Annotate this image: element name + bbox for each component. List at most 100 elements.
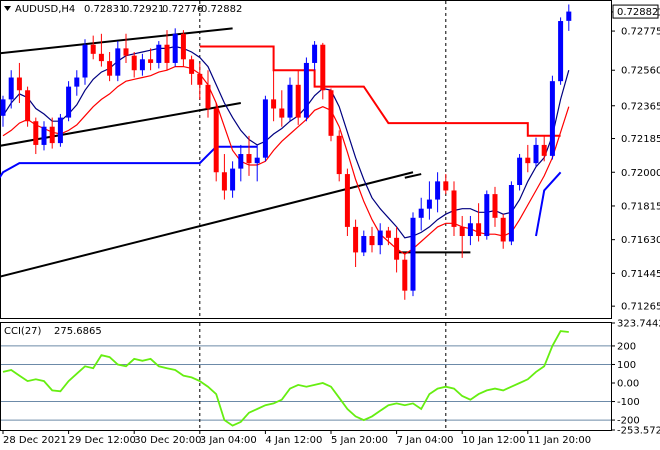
candle-body-33 <box>271 99 277 109</box>
price-tick-label-1: 0.72775 <box>621 27 660 38</box>
candle-body-40 <box>328 90 334 136</box>
candle-body-61 <box>500 217 506 242</box>
cci-header-name: CCI(27) <box>4 326 42 337</box>
candle-body-67 <box>549 81 555 156</box>
candle-43 <box>353 219 359 267</box>
candle-body-32 <box>262 99 268 158</box>
candle-body-49 <box>402 259 408 291</box>
price-tick-label-9: 0.71265 <box>621 302 660 313</box>
candle-body-53 <box>435 181 441 200</box>
candle-68 <box>558 17 564 85</box>
support-line-left <box>0 145 258 179</box>
chart-header-symbol: AUDUSD,H4 <box>15 4 75 15</box>
candle-59 <box>484 190 490 240</box>
candle-body-6 <box>49 126 55 144</box>
candle-27 <box>221 154 227 200</box>
candle-23 <box>189 55 195 85</box>
candle-body-17 <box>139 59 145 71</box>
time-tick-label-2: 30 Dec 20:00 <box>134 435 201 446</box>
candle-body-16 <box>131 55 137 71</box>
candle-body-19 <box>156 44 162 63</box>
candle-body-29 <box>238 154 244 169</box>
candle-body-50 <box>410 217 416 291</box>
candle-body-59 <box>484 194 490 237</box>
candle-body-8 <box>66 86 72 118</box>
candle-body-15 <box>123 48 129 56</box>
candle-body-26 <box>213 108 219 173</box>
candle-65 <box>533 137 539 167</box>
candle-62 <box>508 181 514 246</box>
candle-57 <box>467 215 473 246</box>
candle-body-10 <box>82 44 88 78</box>
candle-55 <box>451 181 457 237</box>
stop-line-path <box>199 45 561 137</box>
candle-body-62 <box>508 185 514 242</box>
candle-5 <box>41 121 47 151</box>
trend-line-2 <box>0 171 414 278</box>
time-tick-label-8: 11 Jan 20:00 <box>528 435 591 446</box>
candle-18 <box>148 48 154 71</box>
candle-body-23 <box>189 59 195 74</box>
candle-body-2 <box>16 77 22 91</box>
current-price-label: 0.72882 <box>617 7 658 18</box>
candle-51 <box>418 197 424 231</box>
candle-22 <box>180 30 186 67</box>
cci-level-lines <box>1 345 611 421</box>
moving-averages <box>2 45 570 255</box>
cci-panel: CCI(27) 275.6865 <box>0 322 612 431</box>
candle-41 <box>336 130 342 182</box>
candle-45 <box>369 226 375 253</box>
candle-13 <box>107 52 113 82</box>
header-triangle-icon[interactable] <box>4 6 11 11</box>
candle-body-52 <box>426 199 432 209</box>
candle-63 <box>517 154 523 191</box>
candle-body-1 <box>8 77 14 100</box>
time-tick-label-6: 7 Jan 04:00 <box>397 435 454 446</box>
candle-body-58 <box>476 223 482 237</box>
candle-body-13 <box>107 61 113 76</box>
cci-tick-label-1: 200 <box>617 341 636 352</box>
price-tick-label-8: 0.71445 <box>621 269 660 280</box>
candle-body-18 <box>148 59 154 63</box>
cci-tick-label-3: 0.00 <box>617 379 639 390</box>
candle-body-48 <box>394 237 400 260</box>
candle-12 <box>98 33 104 67</box>
candle-body-3 <box>25 90 31 122</box>
candle-49 <box>402 252 408 300</box>
candle-21 <box>172 28 178 67</box>
candle-body-9 <box>74 77 80 87</box>
candle-53 <box>435 172 441 213</box>
time-tick-label-4: 4 Jan 12:00 <box>265 435 322 446</box>
candle-33 <box>271 62 277 122</box>
time-tick-label-7: 10 Jan 12:00 <box>462 435 525 446</box>
candle-50 <box>410 212 416 297</box>
candle-11 <box>90 35 96 60</box>
candle-body-20 <box>164 44 170 63</box>
cci-plot-border <box>0 322 612 431</box>
candle-body-25 <box>205 84 211 109</box>
candle-body-68 <box>558 21 564 82</box>
candle-body-11 <box>90 44 96 54</box>
candle-body-4 <box>33 121 39 145</box>
cci-tick-label-4: -100 <box>617 397 640 408</box>
candle-54 <box>443 174 449 195</box>
price-tick-label-2: 0.72560 <box>621 66 660 77</box>
trend-line-0 <box>0 27 233 55</box>
candle-26 <box>213 103 219 182</box>
cci-header-value: 275.6865 <box>54 326 102 337</box>
price-tick-label-6: 0.71815 <box>621 201 660 212</box>
price-tick-label-5: 0.72000 <box>621 168 660 179</box>
candle-body-14 <box>115 48 121 76</box>
candle-25 <box>205 70 211 118</box>
candle-38 <box>312 41 318 71</box>
time-tick-label-1: 29 Dec 12:00 <box>69 435 136 446</box>
candle-66 <box>541 135 547 162</box>
candle-24 <box>197 62 203 100</box>
candle-37 <box>303 57 309 122</box>
candle-61 <box>500 214 506 249</box>
candle-58 <box>476 203 482 242</box>
candle-3 <box>25 86 31 127</box>
candle-body-22 <box>180 33 186 60</box>
candle-body-5 <box>41 126 47 145</box>
candle-body-31 <box>254 157 260 164</box>
